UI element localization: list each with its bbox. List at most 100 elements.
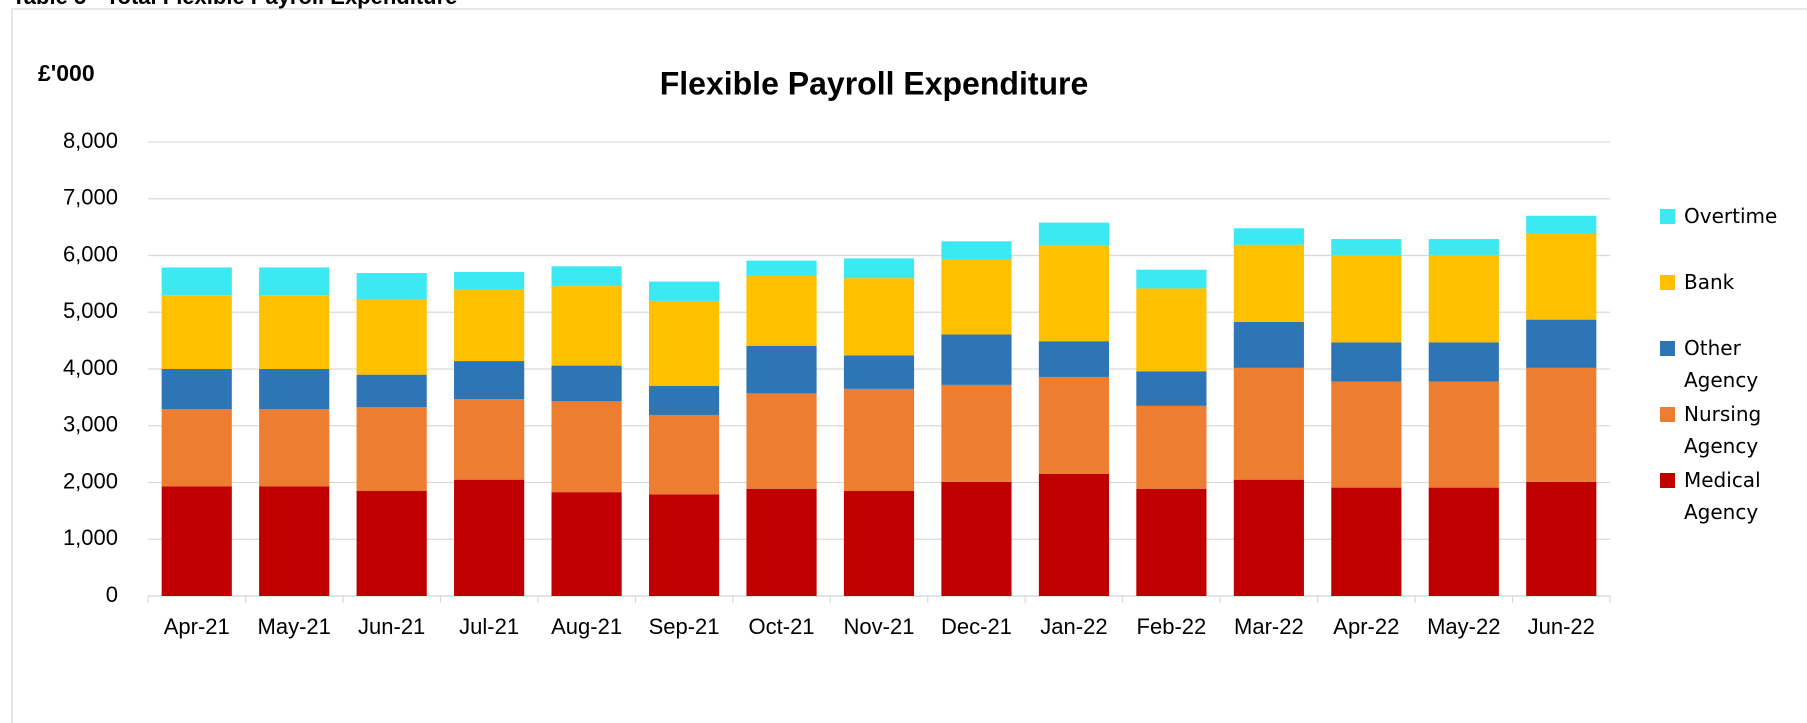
x-tick-label: Apr-21 [164,614,230,639]
bar-segment [259,369,330,410]
bar-segment [454,289,525,362]
bar-segment [1038,473,1110,596]
x-tick-label: Nov-21 [844,614,915,639]
bar-segment [161,267,232,296]
legend-item: Nursing Agency [1660,398,1784,462]
bar-segment [746,345,817,394]
legend-swatch [1660,341,1675,356]
bar-segment [551,286,622,366]
bar-segment [843,278,915,356]
bar-segment [1428,381,1499,488]
bar-segment [843,258,915,279]
x-tick-label: Jun-22 [1528,614,1595,639]
bar-segment [1233,367,1304,480]
chart-frame [11,8,1807,723]
legend-item: Other Agency [1660,332,1784,396]
bar-segment [648,281,720,301]
bar-segment [454,399,525,480]
legend-label: Overtime [1684,204,1778,228]
bar-segment [161,486,232,596]
bar-segment [941,334,1012,385]
bar-segment [1233,321,1304,368]
bar-segment [1136,269,1207,289]
y-tick-label: 1,000 [63,525,118,550]
bar-segment [648,300,720,387]
bar-segment [843,355,915,389]
bar-segment [1331,239,1402,255]
x-tick-label: Jun-21 [358,614,425,639]
legend-swatch [1660,209,1675,224]
bar-segment [259,295,330,369]
bar-segment [648,386,720,415]
bar-segment [1526,215,1597,234]
bar-segment [259,267,330,296]
bar-segment [1136,371,1207,406]
bar-segment [1038,341,1110,377]
bar-segment [161,295,232,369]
bar-segment [941,259,1012,335]
bar-segment [161,409,232,487]
bar-segment [551,492,622,596]
legend-item: Bank [1660,266,1784,298]
bar-segment [356,273,427,300]
legend-label: Bank [1684,270,1735,294]
bar-segment [1136,288,1207,372]
bar-segment [843,388,915,492]
bar-segment [1136,405,1207,489]
bar-segment [1331,254,1402,343]
bar-segment [551,266,622,287]
y-tick-label: 8,000 [63,128,118,153]
bar-segment [648,414,720,495]
bar-segment [1331,381,1402,488]
bar-segment [454,479,525,596]
legend-swatch [1660,407,1675,422]
x-tick-label: Sep-21 [649,614,720,639]
x-tick-label: Feb-22 [1137,614,1207,639]
chart-title: Flexible Payroll Expenditure [660,65,1089,101]
bar-segment [746,275,817,346]
bar-segment [1038,376,1110,474]
bar-segment [1038,245,1110,342]
x-tick-label: Oct-21 [749,614,815,639]
bar-segment [259,486,330,596]
bar-segment [941,241,1012,260]
x-tick-label: Apr-22 [1333,614,1399,639]
bar-segment [1526,233,1597,320]
bar-segment [1428,254,1499,343]
bar-segment [843,491,915,596]
bar-segment [1428,342,1499,382]
legend-item: Overtime [1660,200,1784,232]
bar-segment [454,361,525,400]
y-tick-label: 6,000 [63,241,118,266]
bar-segment [941,481,1012,596]
bar-segment [1038,222,1110,246]
bar-segment [1526,319,1597,368]
bar-segment [356,407,427,492]
legend-label: Nursing Agency [1684,402,1762,458]
table-header: Table 5 - Total Flexible Payroll Expendi… [12,0,457,9]
bar-segment [648,494,720,596]
bar-segment [259,409,330,487]
y-tick-label: 0 [106,582,118,607]
bar-segment [551,401,622,493]
bar-segment [746,393,817,489]
y-tick-label: 7,000 [63,185,118,210]
bar-segment [356,491,427,596]
y-tick-label: 4,000 [63,355,118,380]
bar-segment [161,369,232,410]
y-tick-label: 2,000 [63,468,118,493]
legend-swatch [1660,275,1675,290]
x-tick-label: Jul-21 [459,614,519,639]
bar-segment [356,374,427,408]
legend-swatch [1660,473,1675,488]
bar-segment [454,271,525,290]
bar-segment [1331,342,1402,382]
y-tick-label: 5,000 [63,298,118,323]
bar-segment [746,488,817,596]
legend-label: Other Agency [1684,336,1759,392]
legend-label: Medical Agency [1684,468,1761,524]
bar-segment [746,260,817,276]
x-tick-label: Jan-22 [1040,614,1107,639]
